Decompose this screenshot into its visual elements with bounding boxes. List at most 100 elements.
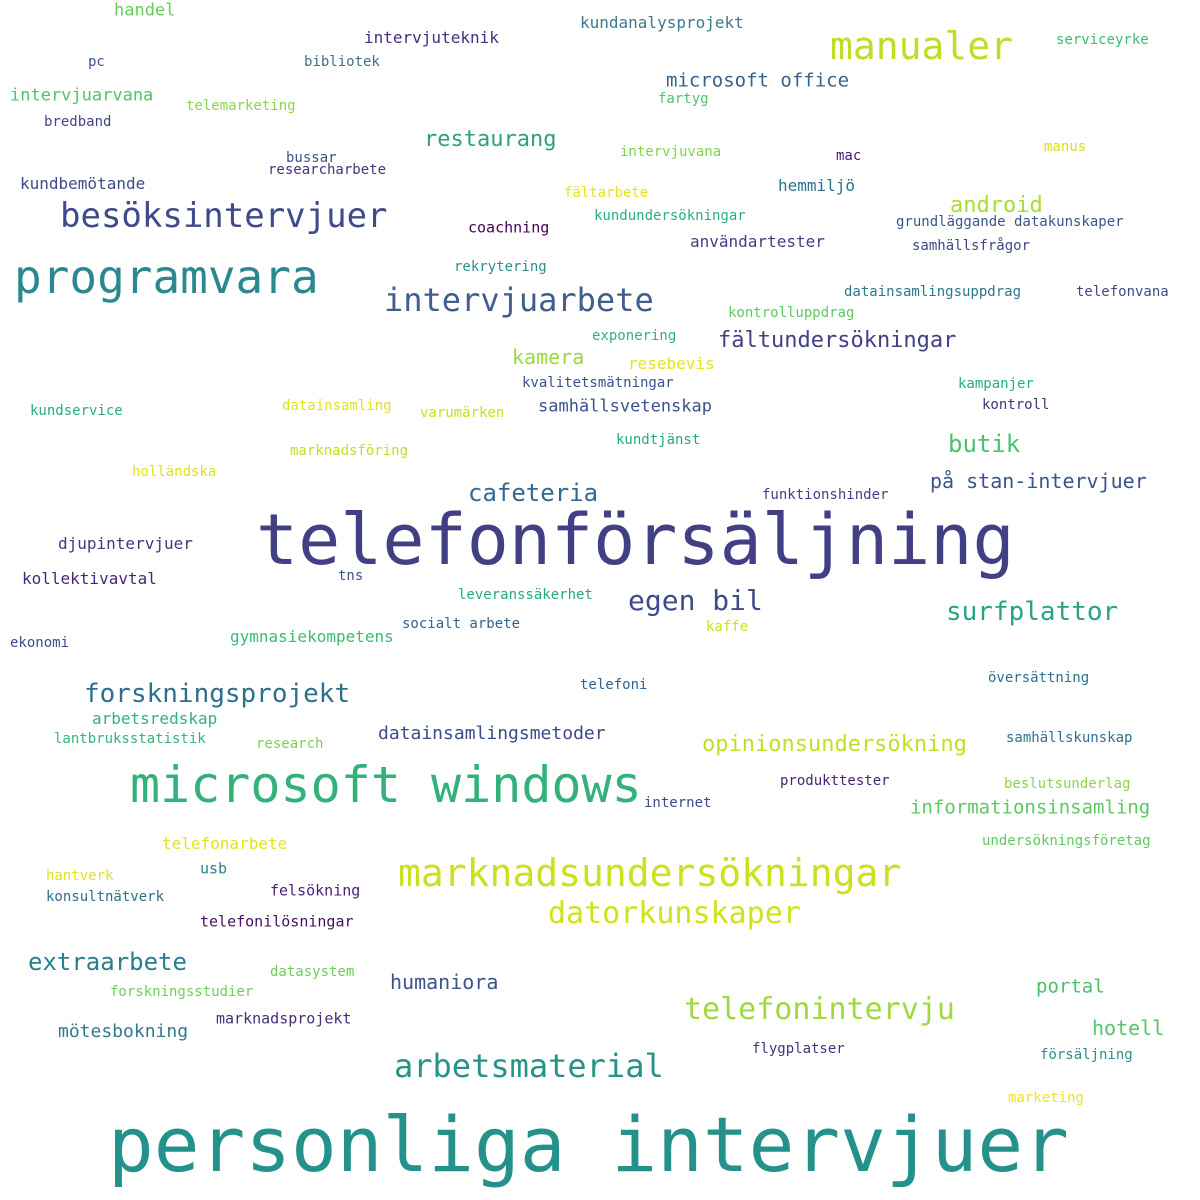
word-cloud-term: ekonomi bbox=[10, 635, 70, 651]
word-cloud-term: kamera bbox=[512, 345, 585, 369]
word-cloud-term: opinionsundersökning bbox=[702, 732, 967, 757]
word-cloud-term: lantbruksstatistik bbox=[54, 731, 206, 747]
word-cloud-term: fältundersökningar bbox=[718, 328, 957, 353]
word-cloud-term: internet bbox=[644, 795, 712, 811]
word-cloud-term: serviceyrke bbox=[1056, 32, 1149, 48]
word-cloud-term: usb bbox=[200, 859, 228, 878]
word-cloud-term: marketing bbox=[1008, 1090, 1084, 1106]
word-cloud-term: kontrolluppdrag bbox=[728, 305, 855, 321]
word-cloud-term: datainsamlingsuppdrag bbox=[844, 284, 1022, 300]
word-cloud-term: intervjuarbete bbox=[384, 281, 654, 319]
word-cloud-term: mötesbokning bbox=[58, 1021, 189, 1042]
word-cloud-term: exponering bbox=[592, 328, 677, 344]
word-cloud-term: funktionshinder bbox=[762, 487, 889, 503]
word-cloud-term: kontroll bbox=[982, 397, 1050, 413]
word-cloud-term: telemarketing bbox=[186, 98, 296, 114]
word-cloud-term: egen bil bbox=[628, 584, 763, 617]
word-cloud-term: besöksintervjuer bbox=[60, 196, 388, 236]
word-cloud-term: telefonilösningar bbox=[200, 912, 354, 931]
word-cloud-term: android bbox=[950, 193, 1043, 218]
word-cloud-term: socialt arbete bbox=[402, 616, 521, 632]
word-cloud-term: kundtjänst bbox=[616, 432, 701, 448]
word-cloud-term: research bbox=[256, 736, 324, 752]
word-cloud-term: datainsamling bbox=[282, 398, 392, 414]
word-cloud-term: samhällsfrågor bbox=[912, 238, 1031, 254]
word-cloud-term: hotell bbox=[1092, 1016, 1165, 1040]
word-cloud-term: grundläggande datakunskaper bbox=[896, 214, 1124, 230]
word-cloud-term: marknadsundersökningar bbox=[398, 851, 902, 895]
word-cloud-term: personliga intervjuer bbox=[108, 1100, 1069, 1189]
word-cloud-term: hantverk bbox=[46, 868, 114, 884]
word-cloud-term: telefoni bbox=[580, 677, 648, 693]
word-cloud-term: konsultnätverk bbox=[46, 889, 165, 905]
word-cloud-term: arbetsredskap bbox=[92, 709, 218, 728]
word-cloud-term: microsoft office bbox=[666, 69, 850, 92]
word-cloud-term: extraarbete bbox=[28, 948, 187, 976]
word-cloud-term: på stan-intervjuer bbox=[930, 469, 1147, 493]
word-cloud-term: forskningsprojekt bbox=[84, 679, 351, 709]
word-cloud-term: kampanjer bbox=[958, 376, 1034, 392]
word-cloud-term: leveranssäkerhet bbox=[458, 587, 593, 603]
word-cloud-term: bussar bbox=[286, 150, 337, 166]
word-cloud-term: researcharbete bbox=[268, 162, 387, 178]
word-cloud-term: samhällskunskap bbox=[1006, 730, 1133, 746]
word-cloud-term: varumärken bbox=[420, 405, 505, 421]
word-cloud-term: manus bbox=[1044, 139, 1087, 155]
word-cloud-term: fartyg bbox=[658, 91, 709, 107]
word-cloud-term: djupintervjuer bbox=[58, 534, 193, 553]
word-cloud-term: surfplattor bbox=[946, 597, 1119, 627]
word-cloud-term: kundundersökningar bbox=[594, 208, 746, 224]
word-cloud-term: kaffe bbox=[706, 619, 749, 635]
word-cloud-term: mac bbox=[836, 148, 862, 164]
word-cloud-term: arbetsmaterial bbox=[394, 1047, 664, 1085]
word-cloud-term: hemmiljö bbox=[778, 176, 856, 195]
word-cloud-term: bredband bbox=[44, 114, 112, 130]
word-cloud-term: fältarbete bbox=[564, 185, 649, 201]
word-cloud-term: programvara bbox=[14, 250, 319, 304]
word-cloud-term: restaurang bbox=[424, 127, 557, 152]
word-cloud-term: resebevis bbox=[628, 354, 715, 373]
word-cloud-term: forskningsstudier bbox=[110, 984, 254, 1000]
word-cloud-term: tns bbox=[338, 568, 364, 584]
word-cloud-term: användartester bbox=[690, 232, 825, 251]
word-cloud-term: datasystem bbox=[270, 964, 355, 980]
word-cloud-term: marknadsprojekt bbox=[216, 1009, 352, 1028]
word-cloud-term: kollektivavtal bbox=[22, 569, 157, 588]
word-cloud-term: telefonvana bbox=[1076, 284, 1169, 300]
word-cloud-term: försäljning bbox=[1040, 1047, 1133, 1063]
word-cloud-term: kvalitetsmätningar bbox=[522, 375, 674, 391]
word-cloud-term: datorkunskaper bbox=[548, 896, 801, 931]
word-cloud-term: marknadsföring bbox=[290, 443, 409, 459]
word-cloud-term: översättning bbox=[988, 670, 1090, 686]
word-cloud-term: intervjuarvana bbox=[10, 85, 154, 106]
word-cloud-term: felsökning bbox=[270, 881, 361, 900]
word-cloud-term: undersökningsföretag bbox=[982, 833, 1151, 849]
word-cloud-term: pc bbox=[88, 54, 105, 70]
word-cloud-term: beslutsunderlag bbox=[1004, 776, 1131, 792]
word-cloud-term: portal bbox=[1036, 975, 1105, 998]
word-cloud-term: microsoft windows bbox=[130, 756, 642, 814]
word-cloud-term: telefonarbete bbox=[162, 834, 288, 853]
word-cloud-term: humaniora bbox=[390, 970, 499, 994]
word-cloud-term: gymnasiekompetens bbox=[230, 627, 394, 646]
word-cloud-term: rekrytering bbox=[454, 259, 547, 275]
word-cloud-term: samhällsvetenskap bbox=[538, 396, 712, 417]
word-cloud-term: telefonförsäljning bbox=[256, 499, 1015, 581]
word-cloud-term: coachning bbox=[468, 218, 550, 237]
word-cloud-term: produkttester bbox=[780, 773, 890, 789]
word-cloud-term: kundbemötande bbox=[20, 174, 146, 193]
word-cloud-term: handel bbox=[114, 0, 176, 21]
word-cloud-term: bibliotek bbox=[304, 54, 380, 70]
word-cloud-term: cafeteria bbox=[468, 479, 599, 507]
word-cloud-term: kundanalysprojekt bbox=[580, 13, 744, 32]
word-cloud-term: informationsinsamling bbox=[910, 796, 1151, 819]
word-cloud-term: intervjuvana bbox=[620, 144, 722, 160]
word-cloud-term: telefonintervju bbox=[684, 992, 955, 1027]
word-cloud-term: datainsamlingsmetoder bbox=[378, 723, 606, 744]
word-cloud-term: intervjuteknik bbox=[364, 28, 499, 47]
word-cloud-term: butik bbox=[948, 430, 1021, 458]
word-cloud-term: flygplatser bbox=[752, 1041, 845, 1057]
word-cloud-term: holländska bbox=[132, 464, 217, 480]
word-cloud-term: kundservice bbox=[30, 403, 123, 419]
